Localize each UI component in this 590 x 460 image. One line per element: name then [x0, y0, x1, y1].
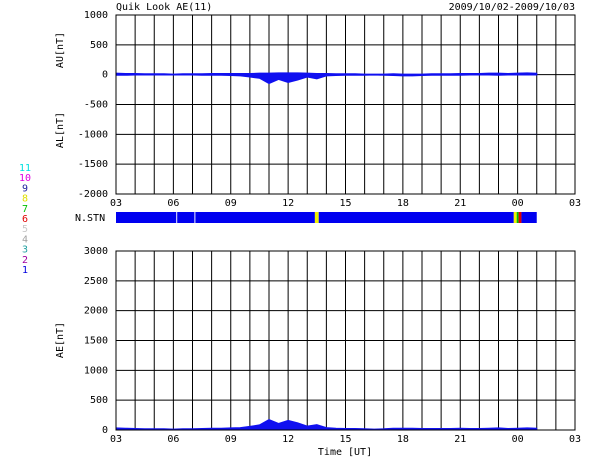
legend-entry: 4	[22, 234, 28, 245]
y-tick-label: 1000	[84, 365, 108, 376]
legend-entry: 6	[22, 214, 28, 225]
y-tick-label: -1000	[78, 129, 108, 140]
station-label: N.STN	[75, 213, 105, 224]
station-segment	[177, 212, 195, 223]
station-segment	[516, 212, 519, 223]
x-tick-label: 09	[225, 434, 237, 445]
area	[115, 74, 538, 85]
x-tick-label: 15	[339, 198, 351, 209]
x-tick-label: 06	[167, 434, 179, 445]
x-tick-label: 21	[454, 434, 466, 445]
legend-entry: 9	[22, 183, 28, 194]
y-tick-label: -1500	[78, 159, 108, 170]
legend-entry: 2	[22, 255, 28, 266]
x-tick-label: 09	[225, 198, 237, 209]
x-tick-label: 06	[167, 198, 179, 209]
x-tick-label: 00	[512, 198, 524, 209]
y-tick-label: 3000	[84, 246, 108, 257]
legend-entry: 7	[22, 204, 28, 215]
x-tick-label: 03	[110, 434, 122, 445]
legend-entry: 8	[22, 194, 28, 205]
plot-frame	[115, 250, 576, 431]
station-segment	[518, 212, 522, 223]
x-tick-label: 21	[454, 198, 466, 209]
y-tick-label: 0	[102, 70, 108, 81]
x-axis-label: Time [UT]	[318, 447, 372, 458]
station-segment	[116, 212, 177, 223]
legend-entry: 3	[22, 245, 28, 256]
y-tick-label: 500	[90, 395, 108, 406]
y-tick-label: -500	[84, 100, 108, 111]
y-axis-label: AL[nT]	[55, 112, 66, 148]
x-tick-label: 18	[397, 434, 409, 445]
y-tick-label: 0	[102, 425, 108, 436]
y-axis-label: AE[nT]	[55, 322, 66, 358]
y-tick-label: 1000	[84, 10, 108, 21]
period: 2009/10/02-2009/10/03	[449, 2, 575, 13]
station-segment	[314, 212, 319, 223]
x-tick-label: 00	[512, 434, 524, 445]
x-tick-label: 15	[339, 434, 351, 445]
y-tick-label: 2500	[84, 276, 108, 287]
x-tick-label: 12	[282, 434, 294, 445]
x-tick-label: 18	[397, 198, 409, 209]
y-tick-label: -2000	[78, 189, 108, 200]
y-axis-label: AU[nT]	[55, 32, 66, 68]
area	[115, 419, 538, 431]
chart-title: Quik Look AE(11)	[116, 2, 212, 13]
legend-entry: 5	[22, 224, 28, 235]
x-tick-label: 12	[282, 198, 294, 209]
legend-entry: 11	[19, 163, 31, 174]
station-segment	[513, 212, 517, 223]
station-segment	[195, 212, 315, 223]
station-segment	[318, 212, 514, 223]
y-tick-label: 500	[90, 40, 108, 51]
x-tick-label: 03	[569, 198, 581, 209]
y-tick-label: 2000	[84, 306, 108, 317]
legend-entry: 10	[19, 173, 31, 184]
x-tick-label: 03	[110, 198, 122, 209]
x-tick-label: 03	[569, 434, 581, 445]
station-segment	[521, 212, 537, 223]
y-tick-label: 1500	[84, 336, 108, 347]
plot-frame	[115, 14, 576, 195]
legend-entry: 1	[22, 265, 28, 276]
